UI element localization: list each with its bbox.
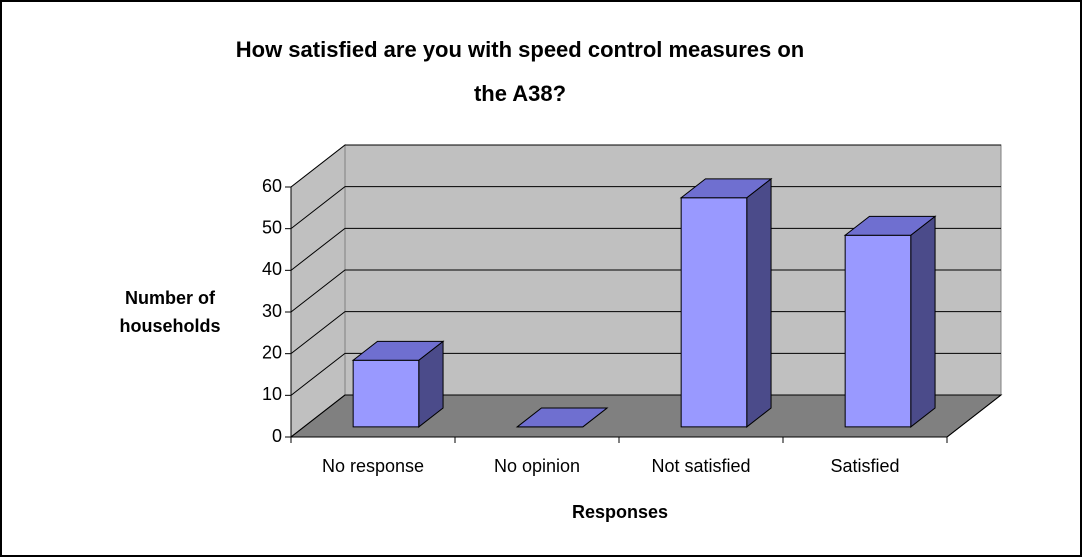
y-axis-title: Number of households [119, 288, 221, 336]
y-tick-label: 30 [262, 301, 282, 321]
y-tick-label: 0 [272, 426, 282, 446]
x-axis-title: Responses [571, 502, 669, 522]
grid-line [290, 269, 1001, 313]
bar-side [910, 215, 936, 428]
grid-line [290, 227, 1001, 271]
bar-side [746, 177, 772, 428]
bar-top [351, 340, 445, 361]
x-axis-depth [946, 394, 1002, 438]
grid-line [290, 186, 1001, 230]
grid-line [290, 144, 1001, 188]
x-tick-label: No opinion [494, 456, 580, 476]
y-tick-label: 60 [262, 176, 282, 196]
bar-top [843, 215, 937, 236]
bar-front [680, 197, 748, 428]
y-tick-label: 20 [262, 342, 282, 362]
bar-top [679, 178, 773, 199]
x-tick-label: No response [322, 456, 424, 476]
y-tick-label: 40 [262, 259, 282, 279]
x-tick-label: Satisfied [830, 456, 899, 476]
grid-line [290, 352, 1001, 396]
bar-front [844, 234, 912, 428]
grid-line [290, 394, 1001, 438]
chart-title: How satisfied are you with speed control… [235, 37, 805, 106]
y-tick-label: 10 [262, 384, 282, 404]
grid-line [290, 311, 1001, 355]
y-tick-label: 50 [262, 217, 282, 237]
bar-front [352, 359, 420, 428]
x-tick-label: Not satisfied [651, 456, 750, 476]
bar-top [515, 407, 609, 428]
